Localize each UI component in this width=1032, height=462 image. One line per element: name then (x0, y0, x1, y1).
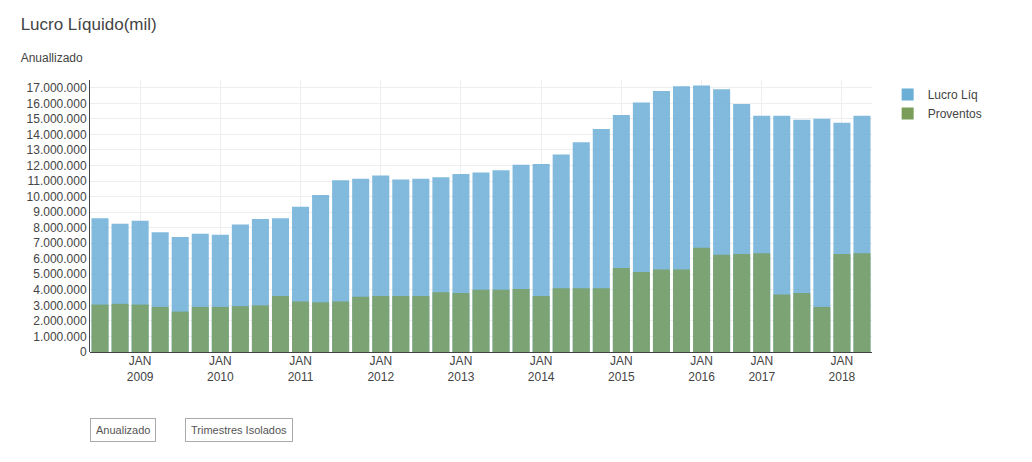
svg-text:Lucro Líquido(mil): Lucro Líquido(mil) (21, 15, 157, 34)
svg-text:0: 0 (80, 345, 87, 359)
svg-text:Lucro Líq: Lucro Líq (928, 88, 978, 102)
svg-text:14.000.000: 14.000.000 (27, 128, 87, 142)
svg-text:15.000.000: 15.000.000 (27, 112, 87, 126)
svg-text:JAN2013: JAN2013 (448, 354, 475, 384)
svg-text:12.000.000: 12.000.000 (27, 159, 87, 173)
svg-text:JAN2009: JAN2009 (127, 354, 154, 384)
svg-text:3.000.000: 3.000.000 (33, 299, 87, 313)
svg-text:JAN2014: JAN2014 (528, 354, 555, 384)
svg-text:JAN2012: JAN2012 (367, 354, 394, 384)
svg-text:6.000.000: 6.000.000 (33, 252, 87, 266)
svg-text:Trimestres Isolados: Trimestres Isolados (191, 424, 287, 436)
svg-text:13.000.000: 13.000.000 (27, 143, 87, 157)
svg-text:Proventos: Proventos (928, 107, 982, 121)
svg-text:2.000.000: 2.000.000 (33, 314, 87, 328)
svg-text:JAN2018: JAN2018 (829, 354, 856, 384)
svg-text:JAN2017: JAN2017 (748, 354, 775, 384)
svg-text:Anuallizado: Anuallizado (21, 51, 83, 65)
svg-text:10.000.000: 10.000.000 (27, 190, 87, 204)
svg-text:17.000.000: 17.000.000 (27, 81, 87, 95)
svg-text:11.000.000: 11.000.000 (27, 174, 86, 188)
svg-text:JAN2010: JAN2010 (207, 354, 234, 384)
svg-text:Anualizado: Anualizado (96, 424, 150, 436)
svg-text:JAN2016: JAN2016 (688, 354, 715, 384)
svg-text:7.000.000: 7.000.000 (33, 236, 87, 250)
svg-text:8.000.000: 8.000.000 (33, 221, 87, 235)
svg-text:JAN2015: JAN2015 (608, 354, 635, 384)
svg-text:JAN2011: JAN2011 (288, 354, 314, 384)
svg-text:1.000.000: 1.000.000 (33, 330, 87, 344)
svg-text:5.000.000: 5.000.000 (33, 267, 87, 281)
svg-text:4.000.000: 4.000.000 (33, 283, 87, 297)
svg-text:9.000.000: 9.000.000 (33, 205, 87, 219)
svg-text:16.000.000: 16.000.000 (27, 97, 87, 111)
